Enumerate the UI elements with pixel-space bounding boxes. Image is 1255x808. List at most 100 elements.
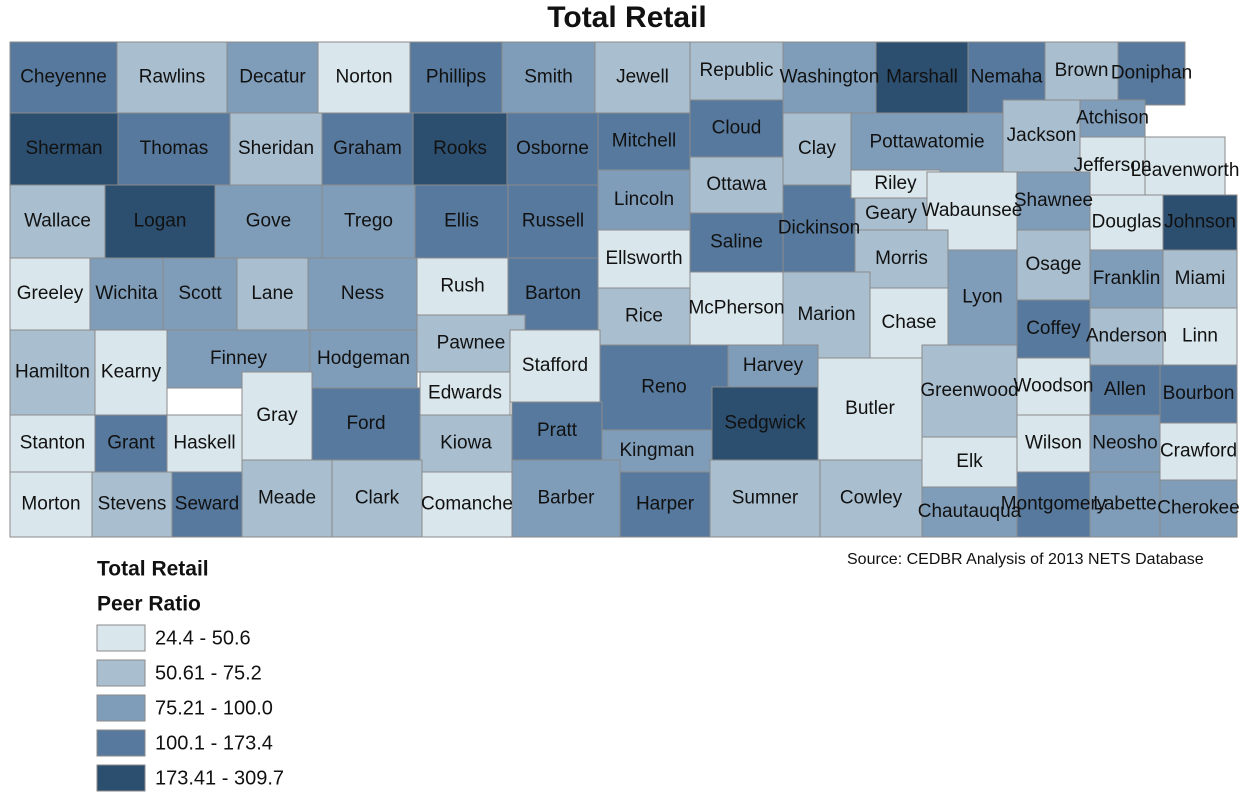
map-title: Total Retail bbox=[547, 1, 706, 34]
legend-label: 100.1 - 173.4 bbox=[155, 732, 273, 754]
county bbox=[511, 401, 603, 461]
county bbox=[89, 257, 164, 331]
county bbox=[226, 41, 319, 114]
county bbox=[1117, 41, 1186, 106]
county bbox=[850, 169, 941, 199]
county-label: Saline bbox=[710, 232, 763, 253]
legend-swatch bbox=[96, 729, 146, 757]
county bbox=[1016, 171, 1091, 231]
county bbox=[9, 329, 96, 416]
county-label: Osborne bbox=[516, 138, 589, 159]
county bbox=[709, 459, 821, 538]
county bbox=[619, 471, 711, 538]
county-label: Kearny bbox=[101, 362, 162, 383]
county-label: Graham bbox=[333, 138, 402, 159]
county-label: Trego bbox=[344, 211, 393, 232]
source-note: Source: CEDBR Analysis of 2013 NETS Data… bbox=[847, 551, 1204, 568]
legend-subtitle: Peer Ratio bbox=[97, 593, 201, 616]
county-label: Harper bbox=[636, 494, 695, 515]
county-label: Linn bbox=[1182, 326, 1218, 347]
label-layer: Cheyenne Rawlins Decatur Norton Phillips Smit… bbox=[15, 60, 1240, 522]
county-label: Mitchell bbox=[612, 131, 676, 152]
county bbox=[236, 257, 309, 331]
county-label: Riley bbox=[874, 173, 917, 194]
county-label: Rush bbox=[440, 276, 484, 297]
county bbox=[689, 41, 784, 101]
county bbox=[117, 112, 231, 186]
legend-label: 24.4 - 50.6 bbox=[155, 627, 251, 649]
county-label: Gray bbox=[256, 405, 298, 426]
county-label: Nemaha bbox=[971, 67, 1043, 88]
county-label: Wallace bbox=[24, 211, 91, 232]
county-label: Osage bbox=[1026, 254, 1082, 275]
county-label: Brown bbox=[1055, 60, 1109, 81]
county bbox=[307, 257, 418, 331]
county-label: Neosho bbox=[1092, 433, 1158, 454]
county bbox=[9, 41, 118, 114]
county-label: Geary bbox=[865, 203, 917, 224]
county bbox=[317, 41, 411, 114]
county bbox=[309, 329, 418, 389]
county bbox=[501, 41, 596, 114]
county-label: Douglas bbox=[1092, 212, 1162, 233]
county-label: Cheyenne bbox=[20, 67, 107, 88]
county-label: Atchison bbox=[1076, 108, 1149, 129]
legend-swatch bbox=[96, 624, 146, 652]
legend-swatch bbox=[96, 764, 146, 792]
county bbox=[782, 112, 852, 186]
county-label: Allen bbox=[1104, 379, 1146, 400]
county-label: Ellis bbox=[444, 211, 479, 232]
county bbox=[599, 344, 729, 431]
county bbox=[689, 271, 784, 346]
county-label: Bourbon bbox=[1163, 383, 1235, 404]
county bbox=[1159, 479, 1238, 538]
county-label: Ness bbox=[341, 283, 384, 304]
county-label: Wichita bbox=[95, 283, 158, 304]
county bbox=[597, 112, 691, 171]
county-label: Elk bbox=[956, 451, 983, 472]
county bbox=[1159, 364, 1238, 424]
county-label: Kingman bbox=[620, 440, 695, 461]
county-label: Coffey bbox=[1026, 318, 1081, 339]
county-label: Meade bbox=[258, 488, 316, 509]
county-label: Thomas bbox=[140, 138, 209, 159]
county-label: Pottawatomie bbox=[869, 132, 984, 153]
county bbox=[689, 99, 784, 158]
county bbox=[727, 344, 819, 388]
county-label: Wilson bbox=[1025, 433, 1082, 454]
county bbox=[412, 112, 508, 186]
county bbox=[419, 414, 513, 473]
county-label: Norton bbox=[335, 67, 392, 88]
county-label: Shawnee bbox=[1014, 190, 1093, 211]
county bbox=[850, 112, 1004, 173]
county bbox=[321, 112, 414, 186]
county-label: Rawlins bbox=[139, 67, 206, 88]
county-label: Johnson bbox=[1164, 212, 1236, 233]
county-label: Jackson bbox=[1007, 125, 1077, 146]
county bbox=[1144, 136, 1226, 206]
county bbox=[509, 329, 601, 403]
county bbox=[416, 257, 509, 316]
county bbox=[9, 471, 93, 538]
county-label: Reno bbox=[641, 377, 686, 398]
county-label: Smith bbox=[524, 67, 573, 88]
county-label: Chautauqua bbox=[918, 501, 1022, 522]
county bbox=[9, 112, 119, 186]
county bbox=[1089, 307, 1164, 366]
county-label: Lincoln bbox=[614, 189, 674, 210]
county-label: Rooks bbox=[433, 138, 487, 159]
county-label: Stanton bbox=[20, 433, 86, 454]
county bbox=[9, 414, 96, 473]
county bbox=[419, 371, 511, 416]
county-label: Haskell bbox=[173, 433, 235, 454]
county-label: Ellsworth bbox=[605, 248, 682, 269]
county-label: Scott bbox=[178, 283, 222, 304]
county-label: Woodson bbox=[1014, 376, 1094, 397]
county-label: Morris bbox=[875, 248, 928, 269]
county bbox=[1016, 357, 1091, 416]
county bbox=[689, 156, 784, 214]
county-label: Butler bbox=[845, 398, 895, 419]
county bbox=[91, 471, 173, 538]
county bbox=[711, 386, 819, 461]
county-label: Sumner bbox=[732, 488, 799, 509]
